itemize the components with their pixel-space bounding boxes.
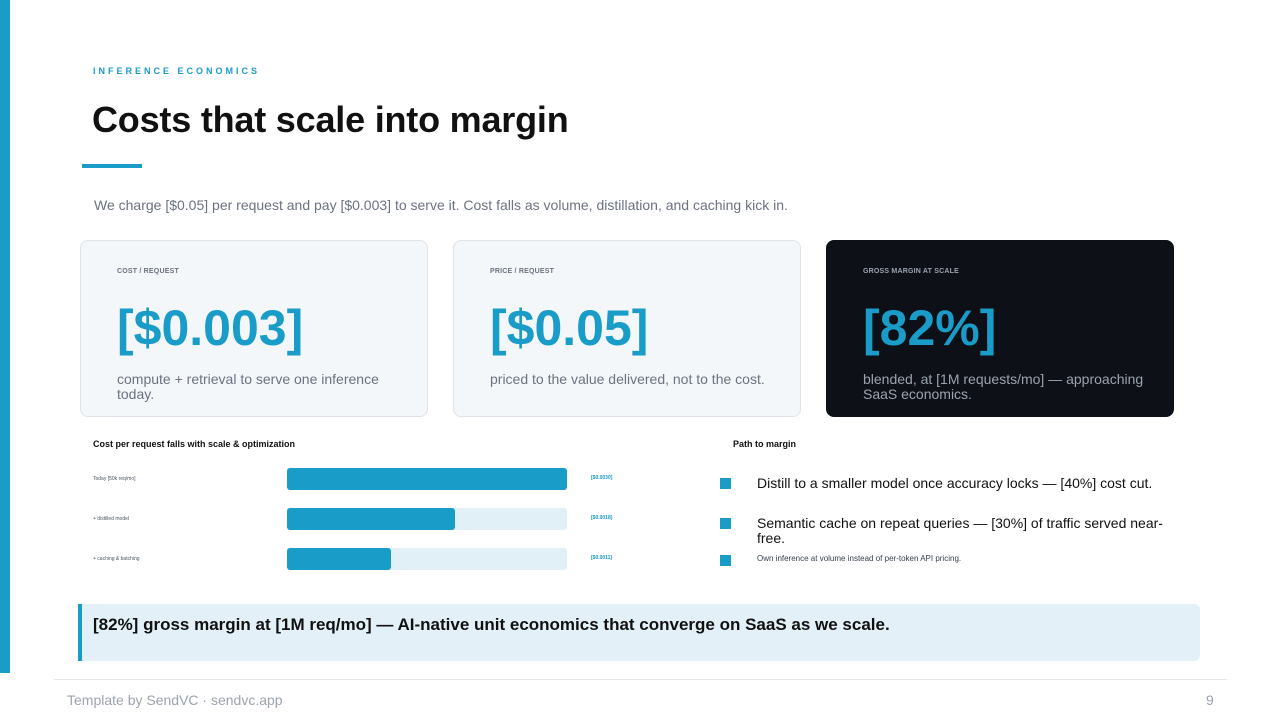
summary-callout: [82%] gross margin at [1M req/mo] — AI-n… [78,604,1200,661]
bar-track [287,468,567,490]
path-item-text: Own inference at volume instead of per-t… [757,554,962,563]
page-subtitle: We charge [$0.05] per request and pay [$… [94,197,788,213]
bar-value-label: [$0.0011] [591,555,613,561]
gross-margin-card: GROSS MARGIN AT SCALE [82%] blended, at … [826,240,1174,417]
card-value: [82%] [863,300,997,356]
card-value: [$0.05] [490,300,649,356]
card-label: GROSS MARGIN AT SCALE [863,268,959,275]
card-description: blended, at [1M requests/mo] — approachi… [863,371,1144,402]
card-label: COST / REQUEST [117,268,179,275]
path-item-text: Distill to a smaller model once accuracy… [757,475,1153,491]
bar-track [287,548,567,570]
card-description: compute + retrieval to serve one inferen… [117,371,379,402]
cost-chart-title: Cost per request falls with scale & opti… [93,439,296,449]
left-accent-bar [0,0,10,673]
card-value: [$0.003] [117,300,304,356]
cost-bar-row: + caching & batching [$0.0011] [93,548,653,570]
callout-text: [82%] gross margin at [1M req/mo] — AI-n… [93,615,890,634]
bar-label: + distilled model [93,516,129,522]
callout-accent-bar [78,604,82,661]
bar-value-label: [$0.0030] [591,475,613,481]
bar-track [287,508,567,530]
bar-fill [287,508,455,530]
title-underline [82,164,142,168]
page-number: 9 [1206,692,1214,708]
path-to-margin-title: Path to margin [733,439,797,449]
cost-per-request-card: COST / REQUEST [$0.003] compute + retrie… [80,240,428,417]
footer-credit: Template by SendVC · sendvc.app [67,692,283,708]
bar-value-label: [$0.0018] [591,515,613,521]
bullet-square-icon [720,478,731,489]
cost-bar-row: + distilled model [$0.0018] [93,508,653,530]
bar-fill [287,548,391,570]
bullet-square-icon [720,555,731,566]
eyebrow-label: INFERENCE ECONOMICS [93,66,261,76]
bar-label: + caching & batching [93,556,140,562]
bar-label: Today [50k req/mo] [93,476,136,482]
page-title: Costs that scale into margin [92,99,569,140]
price-per-request-card: PRICE / REQUEST [$0.05] priced to the va… [453,240,801,417]
footer-divider [54,679,1227,680]
card-label: PRICE / REQUEST [490,268,555,275]
path-item-text: Semantic cache on repeat queries — [30%]… [757,515,1163,546]
cost-bar-row: Today [50k req/mo] [$0.0030] [93,468,653,490]
card-description: priced to the value delivered, not to th… [490,371,765,387]
bar-fill [287,468,567,490]
bullet-square-icon [720,518,731,529]
